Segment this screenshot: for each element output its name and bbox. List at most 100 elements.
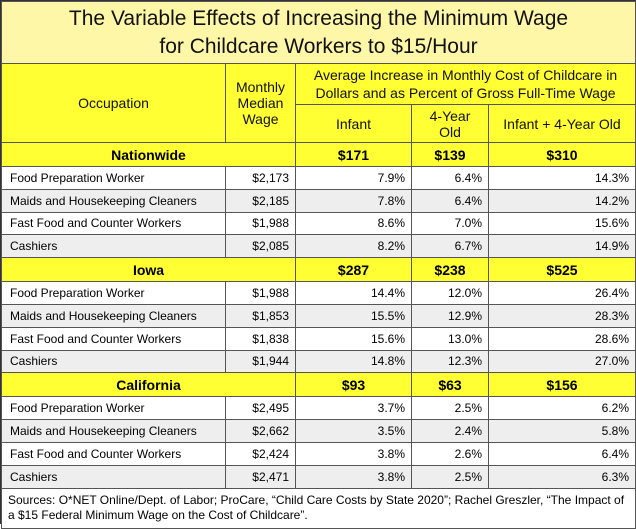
table-row: Cashiers $2,471 3.8% 2.5% 6.3% [1,464,636,489]
section-four-year-cost: $139 [411,142,489,167]
section-row: Nationwide $171 $139 $310 [1,142,636,167]
infant-pct-cell: 14.8% [295,349,412,374]
table-row: Food Preparation Worker $2,173 7.9% 6.4% 14.… [1,166,636,190]
infant-pct-cell: 3.8% [295,441,412,466]
header-average-increase: Average Increase in Monthly Cost of Chil… [294,63,636,105]
four-year-pct-cell: 12.3% [411,349,489,374]
four-year-pct-cell: 13.0% [411,326,489,351]
occupation-cell: Food Preparation Worker [1,166,226,190]
section-row: California $93 $63 $156 [1,372,636,398]
four-year-pct-cell: 7.0% [411,211,489,236]
occupation-cell: Cashiers [1,234,226,259]
table-row: Fast Food and Counter Workers $1,988 8.6% 7… [1,211,636,236]
both-pct-cell: 6.3% [487,464,636,489]
infant-pct-cell: 8.6% [295,211,412,236]
wage-cell: $2,085 [225,234,296,259]
both-pct-cell: 26.4% [487,281,636,305]
section-name: Nationwide [1,142,296,167]
wage-cell: $2,495 [225,396,296,421]
four-year-pct-cell: 2.5% [411,464,489,489]
table-title: The Variable Effects of Increasing the M… [0,1,636,64]
sources-note: Sources: O*NET Online/Dept. of Labor; Pr… [0,487,636,529]
table-row: Fast Food and Counter Workers $2,424 3.8% 2… [1,441,636,466]
header-infant: Infant [295,104,412,143]
section-both-cost: $525 [487,257,636,283]
both-pct-cell: 27.0% [487,349,636,374]
infant-pct-cell: 7.8% [295,188,412,213]
section-both-cost: $310 [487,142,636,167]
wage-cell: $2,173 [225,166,296,190]
section-name: Iowa [1,257,296,283]
four-year-pct-cell: 6.4% [411,188,489,213]
table-body: Nationwide $171 $139 $310 Food Preparation W… [1,142,636,489]
both-pct-cell: 14.9% [487,234,636,259]
section-row: Iowa $287 $238 $525 [1,257,636,283]
occupation-cell: Fast Food and Counter Workers [1,211,226,236]
table-row: Food Preparation Worker $1,988 14.4% 12.0% 2… [1,281,636,305]
section-both-cost: $156 [487,372,636,398]
wage-cell: $1,944 [225,349,296,374]
table-row: Cashiers $2,085 8.2% 6.7% 14.9% [1,234,636,259]
wage-cell: $2,185 [225,188,296,213]
wage-cell: $1,838 [225,326,296,351]
wage-cell: $2,662 [225,419,296,443]
title-line-1: The Variable Effects of Increasing the M… [68,6,569,30]
occupation-cell: Food Preparation Worker [1,396,226,421]
four-year-pct-cell: 12.9% [411,303,489,328]
occupation-cell: Fast Food and Counter Workers [1,326,226,351]
infant-pct-cell: 15.5% [295,303,412,328]
wage-cell: $2,424 [225,441,296,466]
infant-pct-cell: 3.7% [295,396,412,421]
table-row: Cashiers $1,944 14.8% 12.3% 27.0% [1,349,636,374]
table-row: Fast Food and Counter Workers $1,838 15.6%… [1,326,636,351]
infant-pct-cell: 15.6% [295,326,412,351]
section-infant-cost: $171 [295,142,412,167]
infant-pct-cell: 3.5% [295,419,412,443]
header-four-year-old: 4-Year Old [411,104,489,143]
both-pct-cell: 28.3% [487,303,636,328]
title-line-2: for Childcare Workers to $15/Hour [159,34,478,58]
table-row: Maids and Housekeeping Cleaners $1,853 15.… [1,303,636,328]
wage-cell: $1,988 [225,281,296,305]
both-pct-cell: 15.6% [487,211,636,236]
four-year-pct-cell: 2.5% [411,396,489,421]
section-four-year-cost: $63 [411,372,489,398]
occupation-cell: Food Preparation Worker [1,281,226,305]
four-year-pct-cell: 6.4% [411,166,489,190]
occupation-cell: Maids and Housekeeping Cleaners [1,188,226,213]
occupation-cell: Cashiers [1,464,226,489]
four-year-pct-cell: 2.6% [411,441,489,466]
infant-pct-cell: 7.9% [295,166,412,190]
infant-pct-cell: 8.2% [295,234,412,259]
wage-cell: $1,853 [225,303,296,328]
infant-pct-cell: 14.4% [295,281,412,305]
occupation-cell: Fast Food and Counter Workers [1,441,226,466]
wage-cell: $1,988 [225,211,296,236]
both-pct-cell: 14.3% [487,166,636,190]
occupation-cell: Maids and Housekeeping Cleaners [1,303,226,328]
header-occupation: Occupation [1,63,226,143]
four-year-pct-cell: 2.4% [411,419,489,443]
wage-cell: $2,471 [225,464,296,489]
both-pct-cell: 28.6% [487,326,636,351]
both-pct-cell: 14.2% [487,188,636,213]
four-year-pct-cell: 12.0% [411,281,489,305]
occupation-cell: Cashiers [1,349,226,374]
four-year-pct-cell: 6.7% [411,234,489,259]
table-row: Food Preparation Worker $2,495 3.7% 2.5% 6.2… [1,396,636,421]
table-row: Maids and Housekeeping Cleaners $2,185 7.8… [1,188,636,213]
header-infant-plus-four: Infant + 4-Year Old [487,104,636,143]
infant-pct-cell: 3.8% [295,464,412,489]
both-pct-cell: 5.8% [487,419,636,443]
header-monthly-median-wage: Monthly Median Wage [225,63,296,143]
both-pct-cell: 6.2% [487,396,636,421]
occupation-cell: Maids and Housekeeping Cleaners [1,419,226,443]
both-pct-cell: 6.4% [487,441,636,466]
table-row: Maids and Housekeeping Cleaners $2,662 3.5… [1,419,636,443]
section-infant-cost: $287 [295,257,412,283]
section-name: California [1,372,296,398]
section-four-year-cost: $238 [411,257,489,283]
section-infant-cost: $93 [295,372,412,398]
